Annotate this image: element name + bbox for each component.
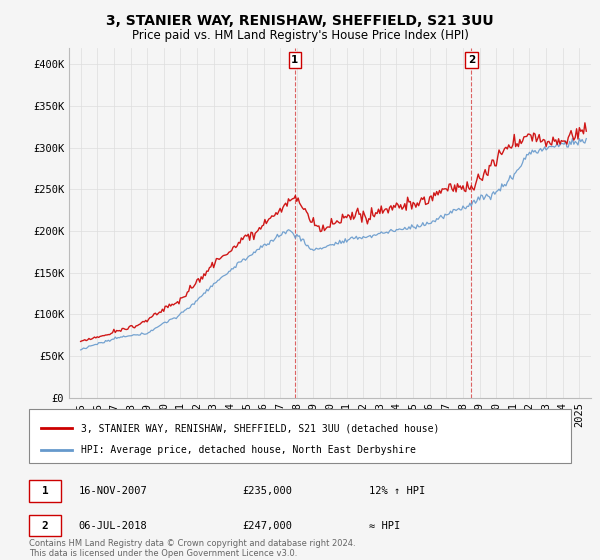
Text: £235,000: £235,000 [242, 486, 292, 496]
Text: 06-JUL-2018: 06-JUL-2018 [78, 520, 147, 530]
Bar [29, 480, 61, 502]
Text: £247,000: £247,000 [242, 520, 292, 530]
Text: 12% ↑ HPI: 12% ↑ HPI [369, 486, 425, 496]
Text: 3, STANIER WAY, RENISHAW, SHEFFIELD, S21 3UU: 3, STANIER WAY, RENISHAW, SHEFFIELD, S21… [106, 14, 494, 28]
Text: ≈ HPI: ≈ HPI [369, 520, 400, 530]
Text: Contains HM Land Registry data © Crown copyright and database right 2024.
This d: Contains HM Land Registry data © Crown c… [29, 539, 356, 558]
Text: 16-NOV-2007: 16-NOV-2007 [78, 486, 147, 496]
Text: 1: 1 [42, 486, 49, 496]
Text: Price paid vs. HM Land Registry's House Price Index (HPI): Price paid vs. HM Land Registry's House … [131, 29, 469, 42]
Text: 2: 2 [42, 520, 49, 530]
Text: 2: 2 [468, 55, 475, 65]
Text: HPI: Average price, detached house, North East Derbyshire: HPI: Average price, detached house, Nort… [81, 445, 416, 455]
Bar [29, 515, 61, 536]
Bar [29, 409, 571, 463]
Text: 1: 1 [291, 55, 298, 65]
Text: 3, STANIER WAY, RENISHAW, SHEFFIELD, S21 3UU (detached house): 3, STANIER WAY, RENISHAW, SHEFFIELD, S21… [81, 423, 439, 433]
